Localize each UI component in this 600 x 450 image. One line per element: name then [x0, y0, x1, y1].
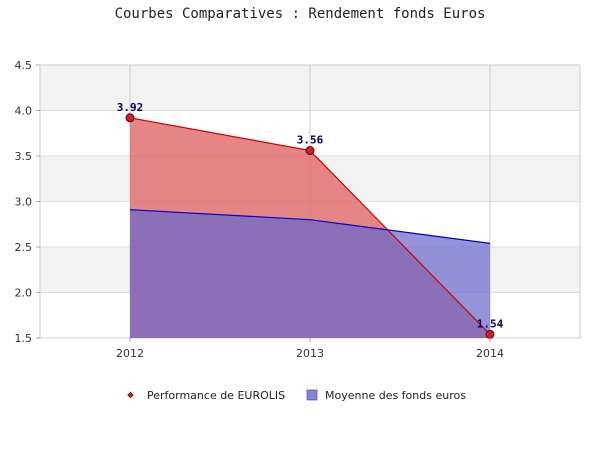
- y-tick-label: 2.0: [15, 287, 33, 300]
- legend-swatch: [306, 389, 318, 401]
- data-label: 3.92: [117, 101, 144, 114]
- x-tick-label: 2014: [476, 347, 504, 360]
- data-point-marker: [125, 113, 135, 123]
- data-labels: 3.92 3.56 1.54: [117, 101, 504, 331]
- data-label: 1.54: [477, 317, 504, 330]
- legend-label: Moyenne des fonds euros: [325, 389, 466, 402]
- y-tick-label: 3.5: [15, 150, 33, 163]
- y-tick-label: 1.5: [15, 332, 33, 345]
- y-tick-label: 4.5: [15, 59, 33, 72]
- y-axis: 1.5 2.0 2.5 3.0 3.5 4.0 4.5: [15, 59, 40, 345]
- x-tick-label: 2012: [116, 347, 144, 360]
- x-axis: 2012 2013 2014: [116, 338, 504, 360]
- data-label: 3.56: [297, 134, 324, 147]
- legend: Performance de EUROLIS Moyenne des fonds …: [127, 389, 466, 402]
- y-tick-label: 3.0: [15, 196, 33, 209]
- series-line: [129, 209, 491, 244]
- y-tick-label: 2.5: [15, 241, 33, 254]
- data-point-marker: [305, 146, 315, 156]
- y-tick-label: 4.0: [15, 105, 33, 118]
- chart-title: Courbes Comparatives : Rendement fonds E…: [114, 6, 486, 22]
- data-point-marker: [485, 329, 495, 339]
- legend-marker: [127, 391, 134, 399]
- x-tick-label: 2013: [296, 347, 324, 360]
- legend-label: Performance de EUROLIS: [147, 389, 285, 402]
